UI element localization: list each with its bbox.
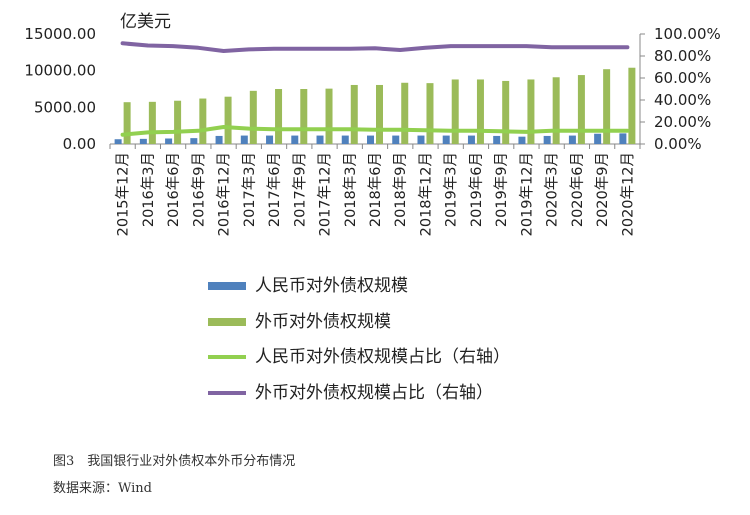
x-tick-label: 2016年9月 — [190, 152, 207, 227]
legend-swatch — [208, 318, 246, 326]
bar-fx-claims — [426, 83, 434, 144]
right-tick-label: 0.00% — [654, 135, 702, 153]
bar-rmb-claims — [165, 138, 173, 144]
bar-fx-claims — [451, 79, 459, 144]
axes — [109, 143, 641, 149]
bar-rmb-claims — [568, 135, 576, 144]
x-tick-label: 2020年9月 — [594, 152, 611, 227]
bars — [114, 67, 636, 144]
bar-rmb-claims — [190, 138, 198, 144]
x-tick-label: 2020年12月 — [619, 152, 636, 236]
legend-label: 外币对外债权规模占比（右轴） — [255, 383, 493, 403]
bar-fx-claims — [401, 82, 409, 144]
x-tick-label: 2019年6月 — [468, 152, 485, 227]
right-tick-label: 100.00% — [654, 25, 721, 43]
bar-fx-claims — [376, 84, 383, 144]
figure-caption: 图3 我国银行业对外债权本外币分布情况 — [53, 454, 296, 469]
bar-rmb-claims — [417, 135, 425, 144]
bar-fx-claims — [628, 67, 636, 144]
legend-swatch — [208, 282, 246, 290]
line-rmb-share — [120, 125, 630, 137]
bar-rmb-claims — [316, 135, 324, 144]
bar-rmb-claims — [619, 133, 627, 144]
bar-fx-claims — [275, 89, 283, 144]
left-tick-label: 5000.00 — [34, 98, 96, 116]
x-tick-label: 2017年12月 — [317, 152, 334, 236]
lines — [120, 41, 630, 137]
x-tick-label: 2018年12月 — [417, 152, 434, 236]
bar-rmb-claims — [139, 138, 147, 144]
bar-fx-claims — [577, 75, 585, 144]
bar-rmb-claims — [392, 135, 400, 144]
legend-label: 外币对外债权规模 — [255, 312, 391, 332]
x-tick-label: 2015年12月 — [115, 152, 132, 236]
x-axis-ticks: 2015年12月 2016年3月 2016年6月 2016年9月 2016年12月 201… — [115, 152, 637, 236]
x-tick-label: 2019年9月 — [493, 152, 510, 227]
left-axis-ticks: 0.00 5000.00 10000.00 15000.00 — [24, 25, 96, 153]
x-tick-label: 2018年6月 — [367, 152, 384, 227]
x-tick-label: 2016年12月 — [216, 152, 233, 236]
bar-fx-claims — [527, 79, 535, 144]
right-axis-ticks: 0.00% 20.00% 40.00% 60.00% 80.00% 100.00% — [639, 25, 721, 153]
x-tick-label: 2017年6月 — [266, 152, 283, 227]
bar-rmb-claims — [266, 135, 274, 144]
x-tick-label: 2018年3月 — [342, 152, 359, 227]
legend-swatch — [208, 355, 246, 359]
x-tick-label: 2016年6月 — [165, 152, 182, 227]
bar-fx-claims — [174, 100, 182, 144]
right-tick-label: 80.00% — [654, 47, 711, 65]
x-tick-label: 2017年3月 — [241, 152, 258, 227]
bar-rmb-claims — [442, 135, 450, 144]
left-tick-label: 10000.00 — [24, 62, 96, 80]
x-tick-label: 2017年9月 — [291, 152, 308, 227]
bar-fx-claims — [224, 96, 232, 144]
x-tick-label: 2016年3月 — [140, 152, 157, 227]
x-tick-label: 2020年6月 — [569, 152, 586, 227]
x-tick-label: 2018年9月 — [392, 152, 409, 227]
left-tick-label: 15000.00 — [24, 25, 96, 43]
bar-fx-claims — [350, 84, 358, 144]
bar-fx-claims — [148, 101, 156, 144]
bar-fx-claims — [476, 79, 484, 144]
bar-fx-claims — [300, 89, 308, 144]
bar-rmb-claims — [367, 135, 374, 144]
bar-fx-claims — [123, 102, 131, 144]
bar-rmb-claims — [240, 135, 248, 144]
bar-fx-claims — [199, 98, 207, 144]
x-tick-label: 2019年3月 — [443, 152, 460, 227]
bar-fx-claims — [552, 77, 560, 144]
line-fx-share — [120, 41, 630, 53]
bar-rmb-claims — [215, 135, 223, 144]
legend-swatch — [208, 391, 246, 395]
bar-rmb-claims — [543, 135, 551, 144]
right-tick-label: 40.00% — [654, 91, 711, 109]
right-tick-label: 20.00% — [654, 113, 711, 131]
unit-label: 亿美元 — [120, 12, 171, 32]
bar-rmb-claims — [467, 135, 475, 144]
bar-rmb-claims — [341, 135, 349, 144]
bar-rmb-claims — [291, 135, 299, 144]
bar-fx-claims — [249, 90, 257, 144]
left-tick-label: 0.00 — [63, 135, 96, 153]
bar-rmb-claims — [114, 139, 122, 144]
bar-fx-claims — [502, 80, 510, 144]
x-tick-label: 2020年3月 — [544, 152, 561, 227]
legend-label: 人民币对外债权规模占比（右轴） — [255, 347, 510, 367]
bar-rmb-claims — [493, 135, 501, 144]
bar-rmb-claims — [518, 136, 526, 144]
x-tick-label: 2019年12月 — [518, 152, 535, 236]
legend-label: 人民币对外债权规模 — [255, 276, 408, 296]
bar-fx-claims — [325, 88, 333, 144]
right-tick-label: 60.00% — [654, 69, 711, 87]
bar-fx-claims — [603, 69, 611, 144]
bar-rmb-claims — [594, 133, 602, 144]
data-source: 数据来源：Wind — [53, 481, 152, 496]
